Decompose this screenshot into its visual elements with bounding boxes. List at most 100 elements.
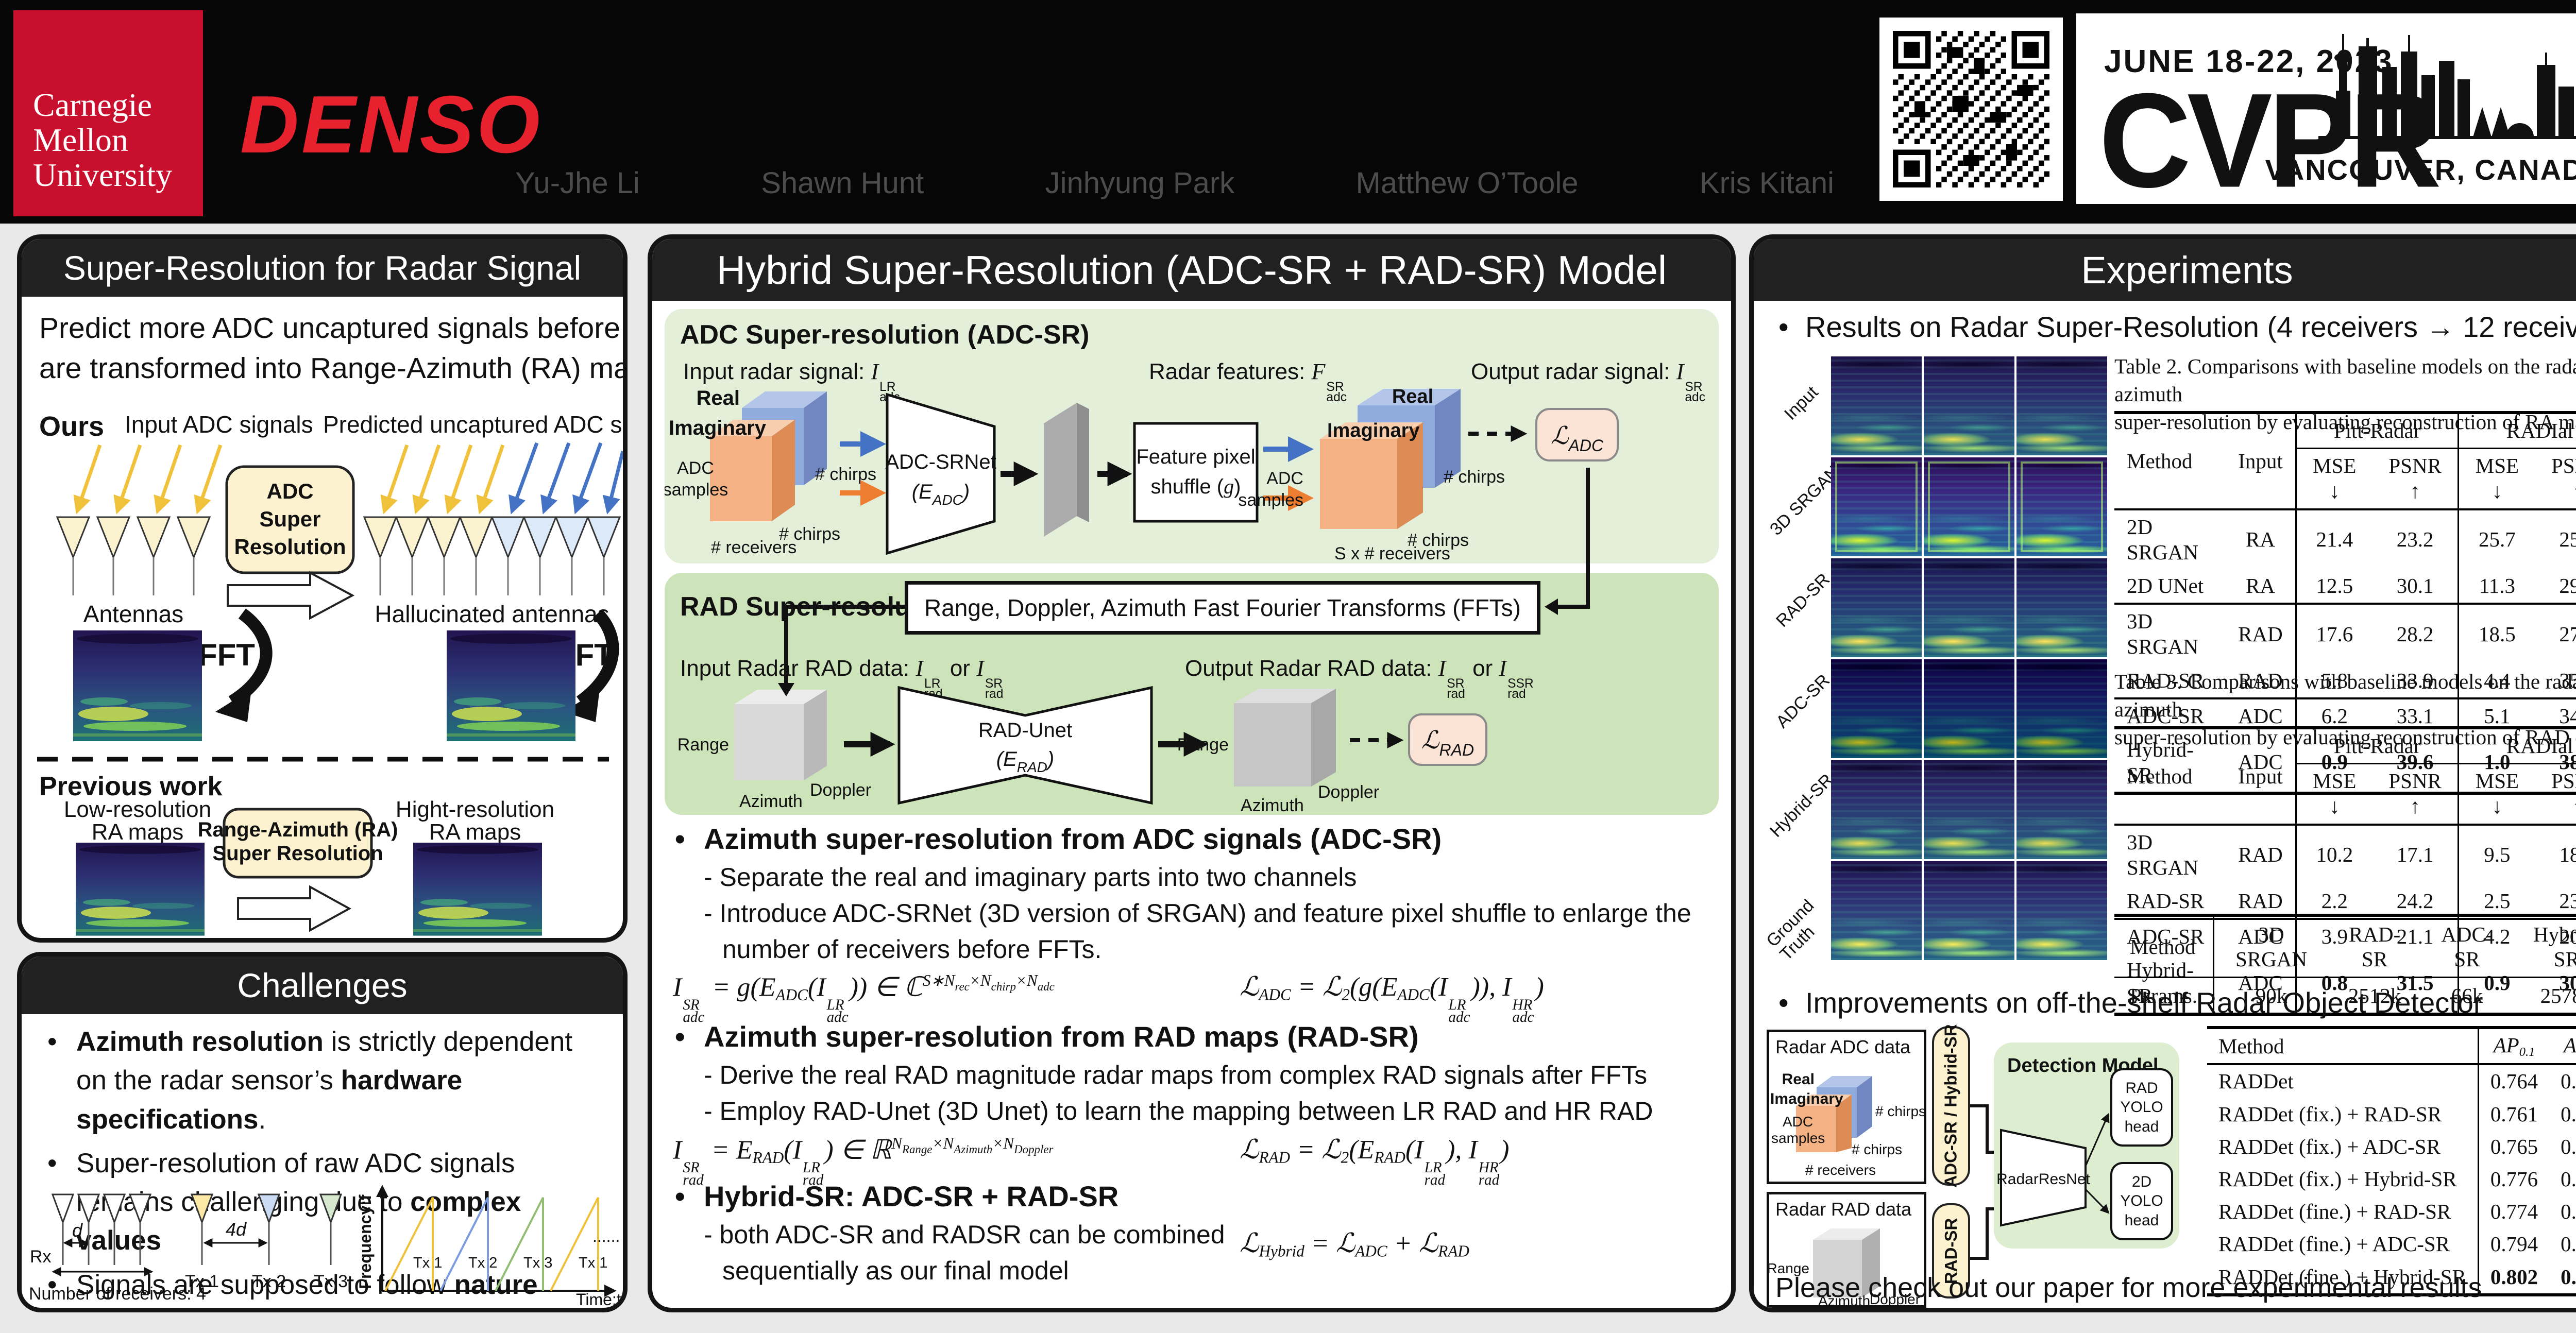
radar-map-cell [1831,558,1922,657]
table-cell: 3D SRGAN [2114,603,2226,664]
panel-model: Hybrid Super-Resolution (ADC-SR + RAD-SR… [648,234,1736,1312]
connector-line [1553,605,1590,609]
connector-arrowhead [1536,599,1558,615]
adc-sr-title: ADC Super-resolution (ADC-SR) [680,320,1090,350]
radar-rad-data-box: Radar RAD data Range Doppler Azimuth [1767,1192,1926,1308]
cvpr-banner: JUNE 18-22, 2023 CVPR [2076,13,2576,215]
col-header: Method [2127,449,2193,473]
table-row: RADDet (fix.) + RAD-SR 0.761 0.596 [2207,1098,2576,1131]
challenge-item: Azimuth resolution is strictly dependent… [44,1022,606,1139]
table-cell: 0.596 [2561,1102,2576,1126]
equation-rad: I SR rad = ERAD(I LR rad) ∈ ℝNRange×NAzimuth… [673,1134,1054,1189]
connector-arrowhead [778,683,794,705]
radar-map-cell [1924,558,2014,657]
table-cell: 0.761 [2477,1098,2550,1131]
bullet-rad-sr: Azimuth super-resolution from RAD maps (… [675,1020,1419,1053]
radar-map-cell [2016,659,2107,758]
panel-title: Experiments [2081,248,2293,292]
table-cell: 2.5 [2458,884,2535,919]
output-rad-cube [1234,689,1336,787]
col-header-ap01: AP0.1 [2477,1028,2550,1065]
connector-line [1986,1151,1999,1154]
dataset-header: Pitt-Radar [2295,728,2459,765]
adc-features-label: Radar features: F SR adc [1149,359,1347,405]
doppler-label: Doppler [810,780,871,800]
antennas-label: Antennas [83,601,183,627]
table-cell: 2578k [2540,984,2576,1007]
svg-text:Range-Azimuth (RA): Range-Azimuth (RA) [198,818,398,841]
table-cell: 0.563 [2561,1069,2576,1093]
col-header: MSE ↓ [2295,763,2372,825]
table-cell: 4.2 [2458,918,2535,954]
qr-code [1879,18,2063,201]
panel-challenges: Challenges Azimuth resolution is strictl… [17,952,628,1312]
bullet-line: - Separate the real and imaginary parts … [704,863,1357,892]
hallucinated-antenna-group [363,442,623,595]
real-label: Real [697,387,740,409]
table-cell: RADDet (fine.) + ADC-SR [2218,1232,2450,1256]
equation-hybrid-loss: ℒHybrid = ℒADC + ℒRAD [1240,1229,1469,1260]
rad-yolo-head: RAD YOLO head [2110,1068,2173,1147]
rad-unet-shape [897,686,1153,805]
table-cell: 2.2 [2295,884,2372,919]
col-header: 3D SRGAN [2235,922,2307,971]
table-cell: 12.5 [2295,569,2372,604]
connector-line [1986,1207,1999,1210]
table-cell: 29.6 [2559,573,2576,597]
table-cell: 18.5 [2458,603,2535,664]
col-header: PSNR ↑ [2551,454,2576,503]
imaginary-label: Imaginary [669,417,767,439]
table-cell: 0.764 [2477,1064,2550,1098]
connector-line [784,605,905,609]
adc-super-resolution-box: ADC Super Resolution [225,465,355,574]
ra-super-resolution-box: Range-Azimuth (RA) Super Resolution [198,808,398,879]
chirp-tx2: Tx 2 [468,1255,497,1271]
2d-yolo-head: 2D YOLO head [2110,1162,2173,1240]
ra-map-image [76,843,205,936]
chirps-label: # chirps [1444,467,1505,487]
table-cell: 0.594 [2561,1167,2576,1191]
col-header: Input [2238,764,2283,788]
author-list: Yu-Jhe Li Shawn Hunt Jinhyung Park Matth… [515,166,1834,200]
fft-transforms-box: Range, Doppler, Azimuth Fast Fourier Tra… [905,581,1540,635]
equation-adc: I SR adc = g(EADC(I LR adc)) ∈ ℂS∗Nrec×Nchir… [673,971,1055,1026]
radar-map-cell [2016,861,2107,960]
table-row: RADDet (fine.) + ADC-SR 0.794 0.620 [2207,1228,2576,1261]
col-header: ADC-SR [2441,922,2493,971]
table-cell: 18.4 [2559,843,2576,867]
radar-map-cell [2016,457,2107,556]
adc-samples-label: samples [665,480,728,500]
detection-model-graphic: RadarResNet [1996,1113,2110,1227]
table-row: RADDet (fix.) + Hybrid-SR 0.776 0.594 [2207,1163,2576,1196]
adc-data-cubes: Real Imaginary ADC samples # chirps [1770,1071,1924,1152]
bullet-line: - Derive the real RAD magnitude radar ma… [704,1061,1648,1089]
azimuth-label: Azimuth [1241,796,1304,813]
table-cell: 0.774 [2477,1195,2550,1228]
adc-sr-bar: ADC-SR / Hybrid-SR [1932,1024,1970,1188]
loss-adc-label: ℒADC [1551,422,1604,455]
footer-note: Please check out our paper for more expe… [1775,1272,2482,1303]
svg-text:Resolution: Resolution [234,535,346,559]
svg-text:Super Resolution: Super Resolution [212,842,383,865]
dataset-header: RADIal [2458,728,2576,765]
table-cell: 0.794 [2477,1228,2550,1261]
col-header: Input [2238,449,2283,473]
table-cell: 11.3 [2458,569,2535,604]
radar-map-cell [2016,558,2107,657]
equation-rad-loss: ℒRAD = ℒ2(ERAD(I LR rad), I HR rad) [1240,1135,1510,1188]
qr-code-graphic [1893,31,2049,187]
bullet-line: - both ADC-SR and RADSR can be combined [704,1220,1225,1249]
ours-label: Ours [39,411,104,442]
lr-label: Low-resolution [64,797,211,822]
fft-label: FFT [198,638,255,672]
bullet-line: number of receivers before FFTs. [722,935,1102,964]
table-cell: 10.2 [2295,824,2372,884]
hr-label: Hight-resolution [396,797,554,822]
table-cell: RADDet (fix.) + Hybrid-SR [2218,1167,2457,1191]
input-antenna-group [56,444,223,595]
table-cell: RA [2245,573,2275,597]
svg-text:Range: Range [1769,1260,1809,1276]
predicted-adc-label: Predicted uncaptured ADC signals [323,411,623,438]
hr-label: RA maps [429,819,521,845]
